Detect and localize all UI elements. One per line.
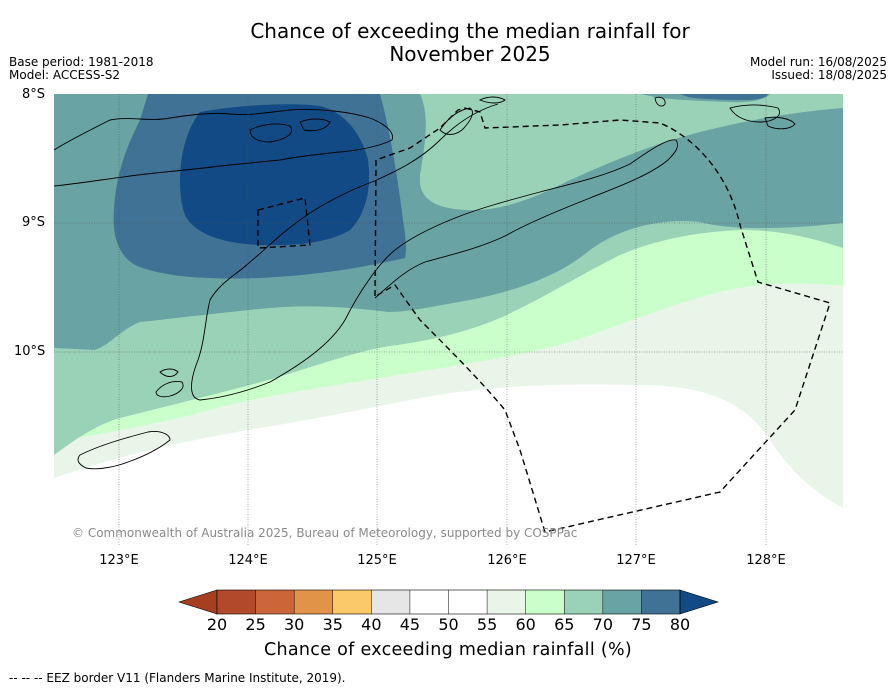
babar-coastline [654, 96, 796, 130]
meta-left: Base period: 1981-2018 Model: ACCESS-S2 [9, 56, 154, 82]
eez-border [257, 107, 831, 533]
colorbar-tick-label: 30 [283, 615, 305, 634]
colorbar-tick-label: 25 [245, 615, 266, 634]
alor-coastline [249, 118, 331, 143]
colorbar-swatch [487, 590, 526, 614]
colorbar-tick-label: 60 [515, 615, 536, 634]
colorbar-swatch [602, 590, 642, 614]
lon-label: 127°E [616, 553, 656, 568]
band-75-80-north [680, 94, 768, 100]
copyright-notice: © Commonwealth of Australia 2025, Bureau… [72, 526, 578, 540]
colorbar-tick-label: 50 [438, 615, 459, 634]
lat-label: 10°S [14, 344, 46, 359]
colorbar-swatch [641, 590, 680, 614]
colorbar-swatch [448, 590, 488, 614]
issued-text: Issued: 18/08/2025 [771, 68, 887, 82]
colorbar-swatch [294, 590, 333, 614]
lon-label: 125°E [357, 553, 397, 568]
colorbar-swatch [332, 590, 372, 614]
lon-label: 126°E [487, 553, 527, 568]
map-title: Chance of exceeding the median rainfall … [0, 20, 896, 66]
colorbar-swatch [409, 590, 449, 614]
model-run-text: Model run: 16/08/2025 [749, 55, 887, 69]
colorbar-swatch [217, 590, 256, 614]
meta-right: Model run: 16/08/2025 Issued: 18/08/2025 [750, 56, 887, 82]
lat-label: 8°S [22, 87, 46, 102]
colorbar-tick-label: 80 [669, 615, 691, 634]
colorbar-title: Chance of exceeding median rainfall (%) [263, 640, 633, 660]
colorbar-extend-low [178, 589, 218, 615]
colorbar-tick-label: 75 [631, 615, 652, 634]
lon-label: 124°E [228, 553, 268, 568]
colorbar-extend-high [679, 589, 719, 615]
base-period-text: Base period: 1981-2018 [9, 55, 154, 69]
lat-label: 9°S [22, 215, 46, 230]
lon-label: 128°E [746, 553, 786, 568]
colorbar-swatch [371, 590, 410, 614]
colorbar-tick-label: 45 [399, 615, 421, 634]
model-text: Model: ACCESS-S2 [9, 68, 121, 82]
colorbar-tick-label: 70 [592, 615, 614, 634]
graticule [54, 94, 843, 546]
colorbar-tick-label: 20 [206, 615, 228, 634]
colorbar-swatch [564, 590, 603, 614]
colorbar-tick-label: 40 [361, 615, 382, 634]
band-80-plus [179, 104, 370, 246]
rote-coastline [155, 368, 184, 398]
wetar-coastline [439, 96, 506, 135]
colorbar-tick-label: 65 [554, 615, 575, 634]
lon-label: 123°E [99, 553, 139, 568]
colorbar-tick-label: 35 [322, 615, 343, 634]
colorbar-swatch [255, 590, 295, 614]
eez-footnote: -- -- -- EEZ border V11 (Flanders Marine… [9, 671, 346, 685]
map-title-line1: Chance of exceeding the median rainfall … [250, 19, 690, 43]
map-title-line2: November 2025 [389, 42, 551, 66]
rainfall-contours [54, 94, 843, 546]
sumba-coastline [77, 431, 171, 470]
colorbar-tick-label: 55 [476, 615, 498, 634]
colorbar [178, 589, 719, 615]
colorbar-swatch [525, 590, 565, 614]
flores-coastline [54, 109, 393, 187]
